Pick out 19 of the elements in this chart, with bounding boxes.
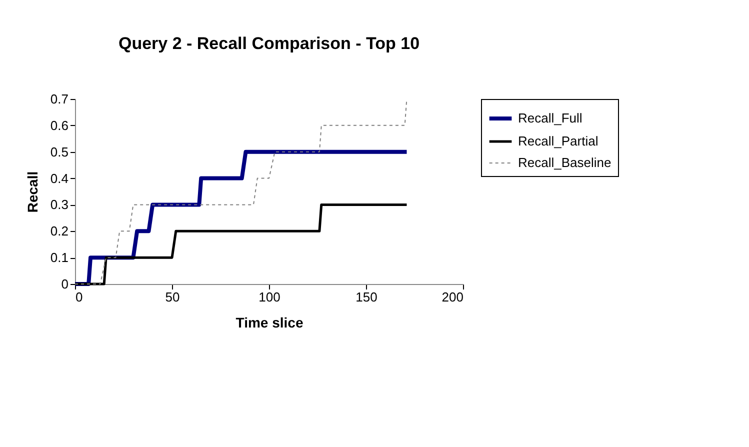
legend-label: Recall_Partial <box>518 134 598 148</box>
legend-label: Recall_Full <box>518 110 582 126</box>
x-tick-label: 0 <box>76 290 83 304</box>
legend-label: Recall_Baseline <box>518 155 612 170</box>
x-tick-label: 200 <box>442 290 464 304</box>
x-tick-label: 50 <box>165 290 180 304</box>
y-axis-title: Recall <box>24 171 40 213</box>
y-tick-label: 0.3 <box>50 197 68 212</box>
y-tick-label: 0 <box>61 276 68 292</box>
x-tick-label: 150 <box>356 290 378 304</box>
y-tick-label: 0.4 <box>50 170 68 186</box>
y-tick-label: 0.6 <box>50 118 68 133</box>
x-axis-title: Time slice <box>236 314 304 330</box>
y-tick-label: 0.5 <box>50 144 68 160</box>
chart-title: Query 2 - Recall Comparison - Top 10 <box>118 34 420 53</box>
x-tick-label: 100 <box>258 290 280 304</box>
y-tick-label: 0.2 <box>50 224 68 239</box>
y-tick-label: 0.1 <box>50 250 68 266</box>
y-tick-label: 0.7 <box>50 92 68 106</box>
